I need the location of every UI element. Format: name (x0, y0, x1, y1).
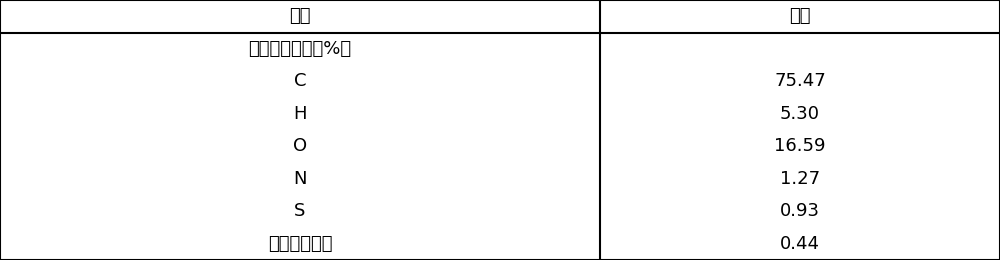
Text: 元素分析（重量%）: 元素分析（重量%） (248, 40, 352, 58)
Text: S: S (294, 202, 306, 220)
Text: 褐煤: 褐煤 (789, 7, 811, 25)
Text: 项目: 项目 (289, 7, 311, 25)
Text: H: H (293, 105, 307, 123)
Text: 0.93: 0.93 (780, 202, 820, 220)
Text: C: C (294, 72, 306, 90)
Text: 0.44: 0.44 (780, 235, 820, 253)
Text: 75.47: 75.47 (774, 72, 826, 90)
Text: 16.59: 16.59 (774, 137, 826, 155)
Text: 1.27: 1.27 (780, 170, 820, 188)
Text: 其他微量元素: 其他微量元素 (268, 235, 332, 253)
Text: 5.30: 5.30 (780, 105, 820, 123)
Text: N: N (293, 170, 307, 188)
Text: O: O (293, 137, 307, 155)
